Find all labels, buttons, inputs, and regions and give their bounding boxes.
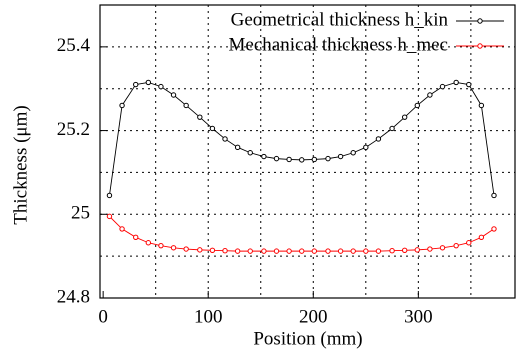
legend-label: Mechanical thickness h_mec [229,34,448,55]
data-point [247,150,253,156]
data-point [197,114,203,120]
data-point [209,247,216,253]
data-point [286,156,292,163]
data-point [325,248,331,254]
data-point [158,83,164,90]
data-point [158,242,164,249]
data-point [401,114,408,120]
x-tick-label: 300 [404,306,433,327]
data-point [375,248,382,254]
x-axis-label: Position (mm) [253,328,362,349]
data-point [261,248,267,254]
data-point [119,102,125,109]
series-line [109,216,495,252]
data-point [414,247,420,253]
data-point [414,102,420,109]
data-point [427,92,433,98]
data-point [145,240,152,246]
x-tick-label: 200 [299,306,328,327]
data-point [197,247,203,253]
data-point [337,248,344,254]
data-point [183,246,189,252]
data-point [311,156,318,163]
data-point [363,144,369,151]
legend-marker [477,43,483,49]
data-point [222,248,228,254]
data-point [106,192,113,199]
data-point [375,136,382,142]
data-point [350,150,356,156]
data-point [401,247,408,253]
data-point [145,79,152,86]
data-point [439,83,446,90]
data-point [363,248,369,254]
data-point [170,92,177,98]
y-tick-label: 25 [71,203,90,224]
x-tick-label: 0 [98,306,108,327]
data-point [299,157,305,163]
x-tick-label: 100 [194,306,223,327]
series-line [109,81,495,196]
data-point [325,155,331,162]
data-point [466,240,472,246]
y-tick-label: 24.8 [57,286,90,307]
data-point [389,125,395,132]
data-point [389,248,395,254]
data-point [350,248,356,254]
y-tick-label: 25.2 [57,119,90,140]
data-point [273,155,280,162]
data-point [478,234,485,241]
legend-label: Geometrical thickness h_kin [231,9,449,30]
y-axis-label: Thickness (μm) [10,105,31,224]
y-tick-label: 25.4 [57,35,91,56]
data-point [453,79,459,86]
data-point [427,246,433,252]
data-point [439,245,446,251]
data-point [222,136,228,142]
data-point [209,125,216,132]
data-point [491,226,497,232]
data-point [261,153,267,160]
data-point [119,226,125,232]
data-point [286,248,292,254]
data-point [453,242,459,249]
data-point [311,248,318,254]
data-point [478,102,485,109]
data-point [466,81,472,88]
data-point [491,192,497,199]
data-point [299,248,305,254]
data-point [170,245,177,251]
data-point [133,81,139,88]
data-point [133,234,139,241]
plot-frame [99,4,516,299]
data-point [234,144,241,151]
data-point [247,248,253,254]
data-point [234,248,241,254]
data-point [337,153,344,160]
legend-marker [477,18,483,24]
data-point [106,213,113,220]
data-point [183,102,189,109]
data-point [273,248,280,254]
